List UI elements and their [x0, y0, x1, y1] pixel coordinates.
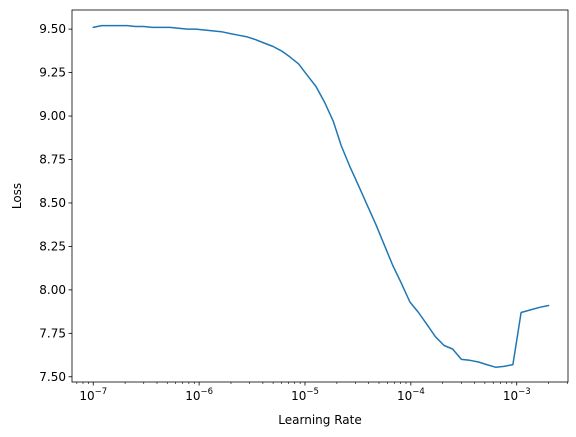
y-axis-title: Loss	[10, 183, 24, 209]
series-layer	[92, 24, 550, 368]
y-tick-label: 9.00	[39, 109, 66, 123]
x-tick-label: 10−3	[503, 387, 531, 403]
y-tick-label: 7.50	[39, 370, 66, 384]
x-tick-label: 10−7	[79, 387, 107, 403]
y-tick-label: 8.25	[39, 239, 66, 253]
x-tick-label: 10−5	[291, 387, 319, 403]
y-tick-label: 8.75	[39, 152, 66, 166]
y-tick-label: 8.00	[39, 283, 66, 297]
x-tick-label: 10−6	[185, 387, 213, 403]
x-tick-label: 10−4	[397, 387, 425, 403]
y-tick-label: 7.75	[39, 326, 66, 340]
series-line-0	[92, 24, 550, 368]
plot-area	[71, 9, 569, 383]
x-axis-title: Learning Rate	[278, 413, 361, 427]
y-tick-label: 9.50	[39, 22, 66, 36]
y-tick-label: 8.50	[39, 196, 66, 210]
y-axis-ticks: 7.50 7.75 8.00 8.25 8.50 8.75 9.00 9.25 9.50	[39, 22, 72, 384]
y-tick-label: 9.25	[39, 66, 66, 80]
x-axis-ticks: 10−7 10−6 10−5 10−4 10−3	[76, 382, 568, 403]
